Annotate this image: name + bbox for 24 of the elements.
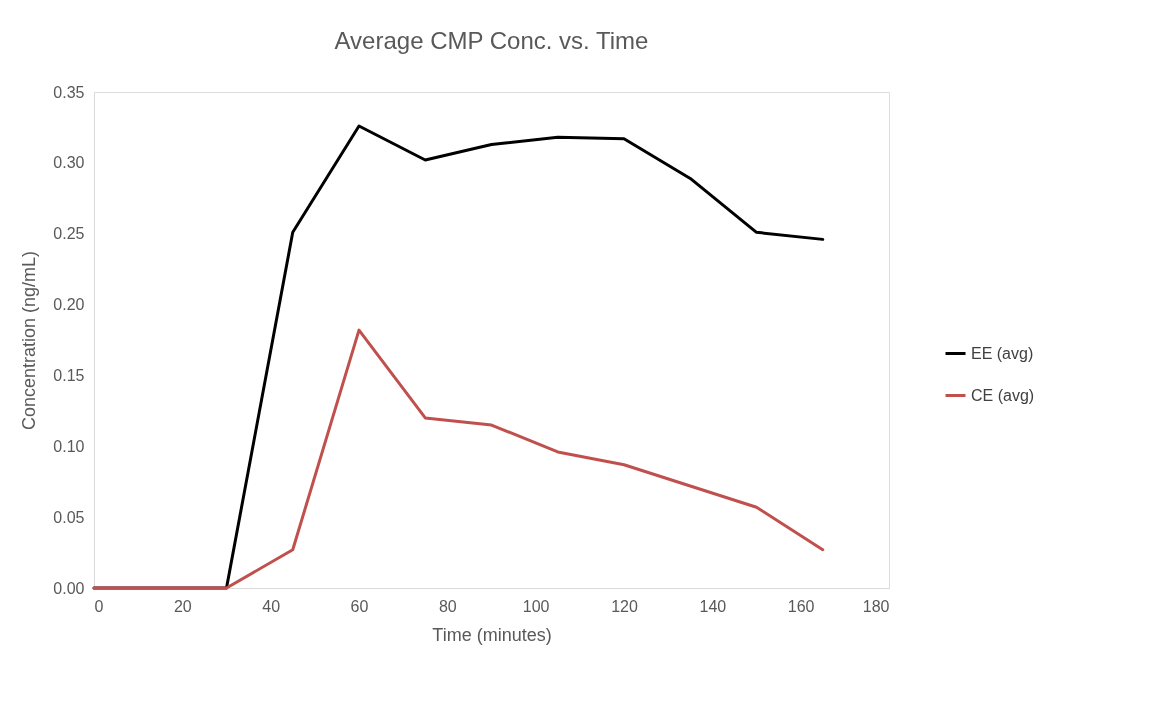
chart-title: Average CMP Conc. vs. Time <box>334 27 649 54</box>
x-tick-label: 0 <box>94 597 104 615</box>
y-tick-label: 0.30 <box>53 154 85 172</box>
x-tick-label: 60 <box>350 597 369 615</box>
x-tick-label: 160 <box>787 597 815 615</box>
x-tick-label: 120 <box>611 597 638 615</box>
x-axis-title: Time (minutes) <box>432 624 552 645</box>
y-tick-label: 0.05 <box>53 508 85 526</box>
legend-label: CE (avg) <box>971 386 1035 404</box>
x-tick-label: 40 <box>262 597 281 615</box>
x-tick-label: 80 <box>438 597 457 615</box>
x-tick-label: 180 <box>862 597 890 615</box>
y-tick-label: 0.25 <box>53 225 85 243</box>
y-tick-label: 0.15 <box>53 366 85 384</box>
legend-label: EE (avg) <box>971 344 1034 362</box>
x-tick-label: 100 <box>522 597 550 615</box>
y-tick-label: 0.10 <box>53 437 85 455</box>
y-tick-label: 0.00 <box>53 579 85 597</box>
y-axis-title: Concentration (ng/mL) <box>19 250 40 431</box>
y-tick-label: 0.35 <box>53 83 85 101</box>
line-series <box>92 328 825 590</box>
x-tick-label: 140 <box>699 597 727 615</box>
y-tick-label: 0.20 <box>53 296 85 314</box>
x-tick-label: 20 <box>173 597 192 615</box>
